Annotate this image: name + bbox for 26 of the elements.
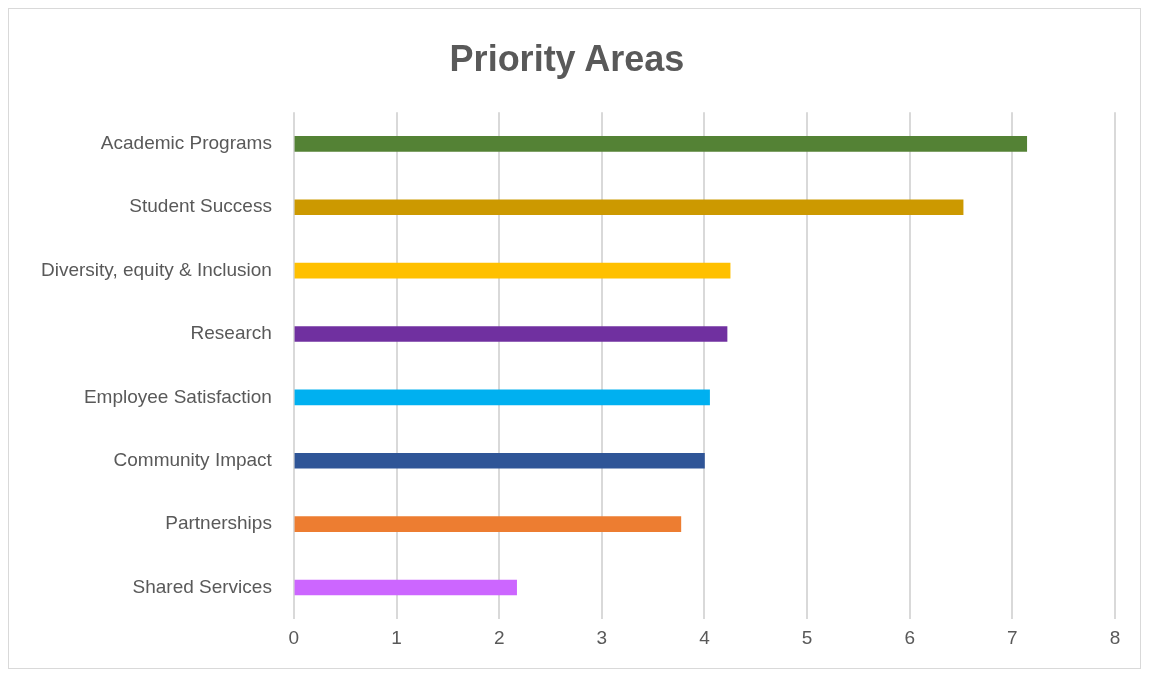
x-tick-label: 0 xyxy=(288,626,300,648)
x-tick-label: 7 xyxy=(1007,626,1018,648)
bar xyxy=(294,326,728,342)
bar xyxy=(294,262,731,279)
bar xyxy=(294,389,710,406)
x-tick-label: 3 xyxy=(596,626,608,648)
y-tick-label: Diversity, equity & Inclusion xyxy=(41,258,272,280)
x-tick-label: 4 xyxy=(699,626,711,648)
bar xyxy=(294,452,705,469)
bar xyxy=(294,516,682,532)
y-tick-label: Student Success xyxy=(129,195,272,217)
chart-title: Priority Areas xyxy=(449,37,685,79)
x-tick-label: 2 xyxy=(493,626,505,648)
bar xyxy=(294,579,517,596)
y-tick-label: Community Impact xyxy=(113,449,273,470)
y-tick-label: Academic Programs xyxy=(100,132,272,154)
x-tick-label: 6 xyxy=(904,626,916,648)
x-tick-label: 8 xyxy=(1109,626,1121,648)
bar xyxy=(294,199,964,216)
y-tick-label: Partnerships xyxy=(165,512,272,534)
x-tick-label: 5 xyxy=(801,626,813,648)
x-tick-label: 1 xyxy=(391,626,402,648)
bar xyxy=(294,136,1028,152)
y-tick-label: Research xyxy=(190,322,272,344)
y-tick-label: Employee Satisfaction xyxy=(83,385,272,407)
y-tick-label: Shared Services xyxy=(132,575,272,597)
